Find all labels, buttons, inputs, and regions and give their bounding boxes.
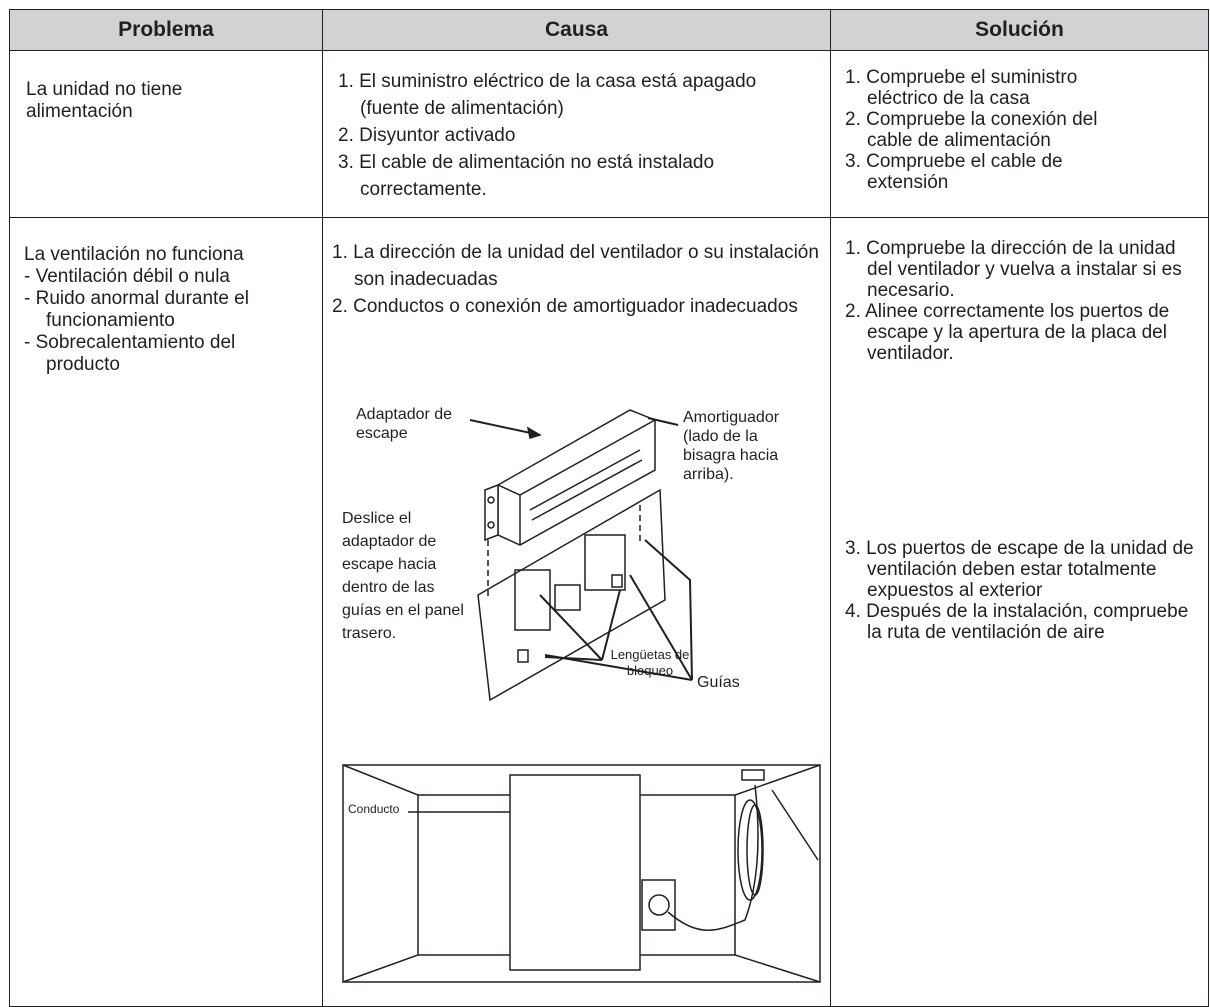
list-item: La unidad no tiene alimentación [26,79,183,122]
list-item: 1. El suministro eléctrico de la casa es… [338,71,757,119]
list-item: 2. Conductos o conexión de amortiguador … [332,296,798,317]
diagram-label: Guías [697,674,740,691]
problem: La unidad no tiene alimentación [26,79,256,123]
diagram-label: Amortiguador (lado de la bisagra hacia a… [683,409,780,483]
list-item: 1. Compruebe el suministro eléctrico de … [845,67,1078,109]
solution: 1. Compruebe la dirección de la unidad d… [845,238,1195,643]
list-item: - Ruido anormal durante el funcionamient… [24,288,249,331]
diagram-label: Lengüetas de bloqueo [610,647,690,678]
list-item: La ventilación no funciona [24,244,244,265]
exhaust-diagram [469,409,693,702]
list-item: 3. Los puertos de escape de la unidad de… [845,538,1194,601]
duct-diagram [342,764,821,983]
list-item: 1. La dirección de la unidad del ventila… [332,242,819,290]
list-item: - Sobrecalentamiento del producto [24,332,236,375]
list-item: 2. Compruebe la conexión del cable de al… [845,109,1098,151]
list-item: 1. Compruebe la dirección de la unidad d… [845,238,1182,301]
header-cell: Solución [830,9,1209,51]
header-cell: Problema [9,9,323,51]
list-item: 4. Después de la instalación, compruebe … [845,601,1189,643]
cause: 1. El suministro eléctrico de la casa es… [338,68,778,203]
diagram-label: Deslice el adaptador de escape hacia den… [342,510,464,642]
problem: La ventilación no funciona - Ventilación … [24,244,314,376]
list-item: 3. Compruebe el cable de extensión [845,151,1063,193]
list-item: - Ventilación débil o nula [24,266,230,287]
list-item: 2. Alinee correctamente los puertos de e… [845,301,1170,364]
diagram-label: Conducto [348,802,408,816]
solution: 1. Compruebe el suministro eléctrico de … [845,67,1145,193]
cause: 1. La dirección de la unidad del ventila… [332,239,832,320]
list-item: 2. Disyuntor activado [338,125,516,146]
list-item: 3. El cable de alimentación no está inst… [338,152,715,200]
diagram-label: Adaptador de escape [356,406,453,442]
